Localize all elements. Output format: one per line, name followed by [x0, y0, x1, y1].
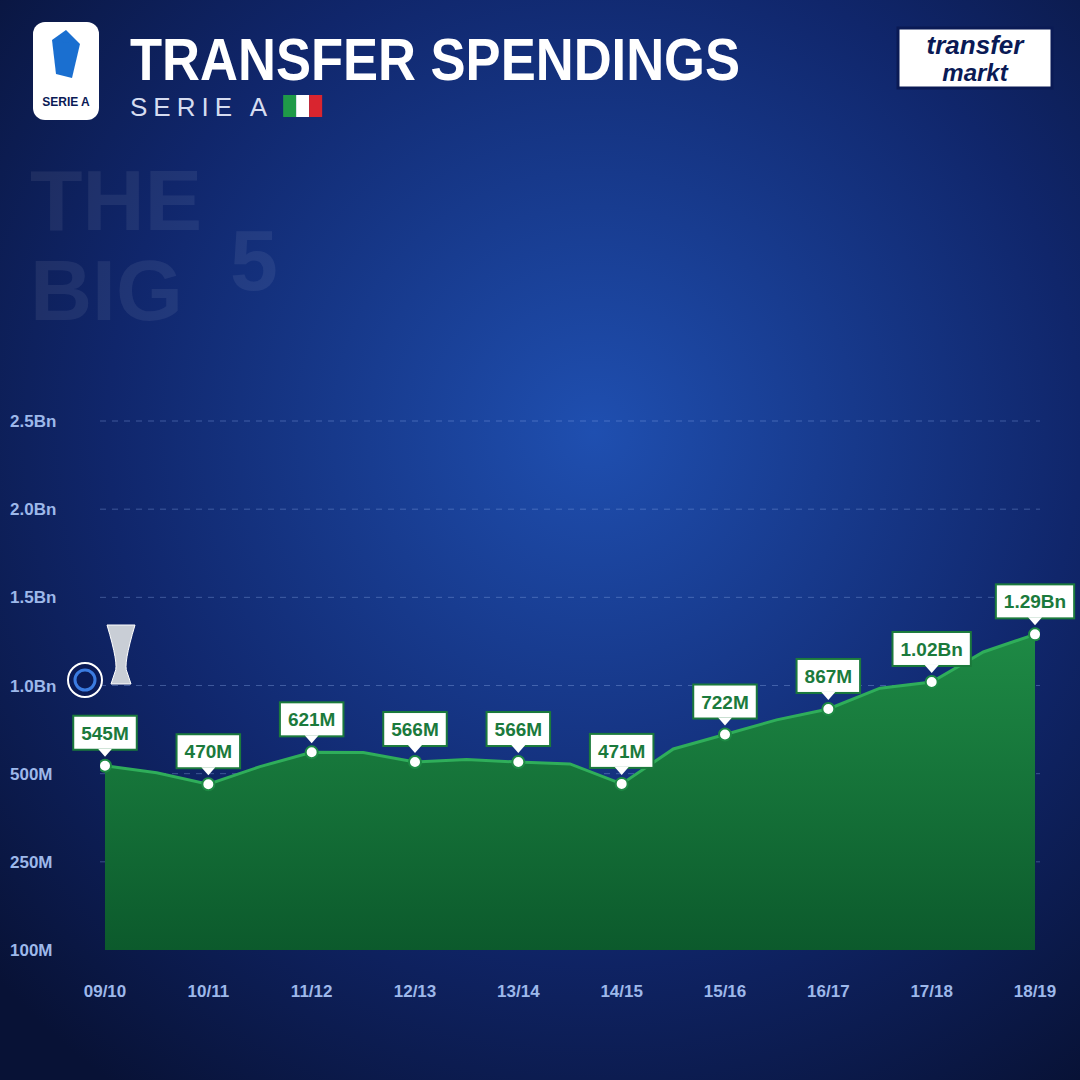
data-label-box [590, 734, 654, 768]
point [306, 746, 318, 758]
badge-text: SERIE A [42, 95, 90, 109]
data-label-pointer [511, 745, 525, 753]
data-label-pointer [305, 735, 319, 743]
x-tick-label: 17/18 [910, 982, 953, 1001]
watermark-word: THE [30, 152, 202, 248]
data-label-pointer [925, 665, 939, 673]
y-tick-label: 2.0Bn [10, 500, 56, 519]
x-tick-label: 13/14 [497, 982, 540, 1001]
data-label-pointer [1028, 617, 1042, 625]
data-label-box [73, 716, 137, 750]
data-label-pointer [201, 767, 215, 775]
x-tick-label: 15/16 [704, 982, 747, 1001]
point [202, 778, 214, 790]
subtitle: SERIE A [130, 92, 273, 122]
data-label-group: 867M [797, 659, 861, 700]
data-label-group: 1.29Bn [996, 584, 1074, 625]
grid-line [100, 421, 1040, 422]
point [409, 756, 421, 768]
y-tick-label: 1.5Bn [10, 588, 56, 607]
x-tick-label: 14/15 [600, 982, 643, 1001]
point [100, 760, 111, 772]
chart: THEBIG5SERIE ATRANSFER SPENDINGSSERIE At… [0, 0, 1080, 1080]
data-label-pointer [718, 718, 732, 726]
watermark: THEBIG 5 [30, 152, 278, 338]
x-tick-label: 16/17 [807, 982, 850, 1001]
badge-dot [61, 33, 71, 43]
x-tick-label: 11/12 [291, 982, 333, 1001]
data-label-pointer [615, 767, 629, 775]
data-label-group: 722M [693, 685, 757, 726]
point [719, 729, 731, 741]
x-tick-label: 10/11 [188, 982, 230, 1001]
flag-white [296, 95, 309, 117]
area [105, 634, 1035, 950]
data-label: 867M [805, 666, 853, 687]
plot [100, 628, 1040, 950]
data-label-box [797, 659, 861, 693]
data-label-group: 545M [73, 716, 137, 757]
background [0, 0, 1080, 1080]
data-label-pointer [821, 692, 835, 700]
data-label-group: 471M [590, 734, 654, 775]
data-label-group: 621M [280, 702, 344, 743]
data-label: 566M [391, 719, 439, 740]
badge-box [33, 22, 99, 120]
data-label-box [177, 734, 241, 768]
y-tick-label: 250M [10, 853, 53, 872]
watermark-word: 5 [230, 212, 278, 308]
x-tick-label: 12/13 [394, 982, 437, 1001]
data-label: 1.29Bn [1004, 591, 1066, 612]
data-label: 1.02Bn [901, 639, 963, 660]
data-label-pointer [98, 749, 112, 757]
point [616, 778, 628, 790]
data-label-box [487, 712, 551, 746]
grid-line [100, 597, 1040, 598]
data-label-box [996, 584, 1074, 618]
data-label-pointer [408, 745, 422, 753]
point [926, 676, 938, 688]
y-tick-label: 100M [10, 941, 53, 960]
logo-text: markt [942, 59, 1008, 86]
data-label-box [383, 712, 447, 746]
x-tick-label: 09/10 [84, 982, 127, 1001]
title: TRANSFER SPENDINGS [130, 26, 740, 93]
grid-line [100, 509, 1040, 510]
data-label: 566M [495, 719, 543, 740]
data-label-group: 1.02Bn [893, 632, 971, 673]
badge-shape [52, 30, 80, 78]
trophy-icon [107, 625, 135, 684]
logo-text: transfer [927, 30, 1026, 60]
data-label-box [693, 685, 757, 719]
data-label-box [280, 702, 344, 736]
y-tick-label: 1.0Bn [10, 677, 56, 696]
data-label-group: 566M [383, 712, 447, 753]
data-label: 722M [701, 692, 749, 713]
x-tick-label: 18/19 [1014, 982, 1057, 1001]
watermark-word: BIG [30, 242, 183, 338]
data-label-group: 566M [487, 712, 551, 753]
data-label: 470M [185, 741, 233, 762]
data-label-group: 470M [177, 734, 241, 775]
flag-red [309, 95, 322, 117]
logo-box [898, 28, 1052, 88]
club-badge [68, 663, 102, 697]
point [1029, 628, 1040, 640]
data-label: 471M [598, 741, 646, 762]
data-label: 545M [81, 723, 129, 744]
club-badge-ring [75, 670, 95, 690]
y-tick-label: 500M [10, 765, 53, 784]
point [822, 703, 834, 715]
data-label-box [893, 632, 971, 666]
y-tick-label: 2.5Bn [10, 412, 56, 431]
flag-green [283, 95, 296, 117]
data-label: 621M [288, 709, 336, 730]
point [512, 756, 524, 768]
